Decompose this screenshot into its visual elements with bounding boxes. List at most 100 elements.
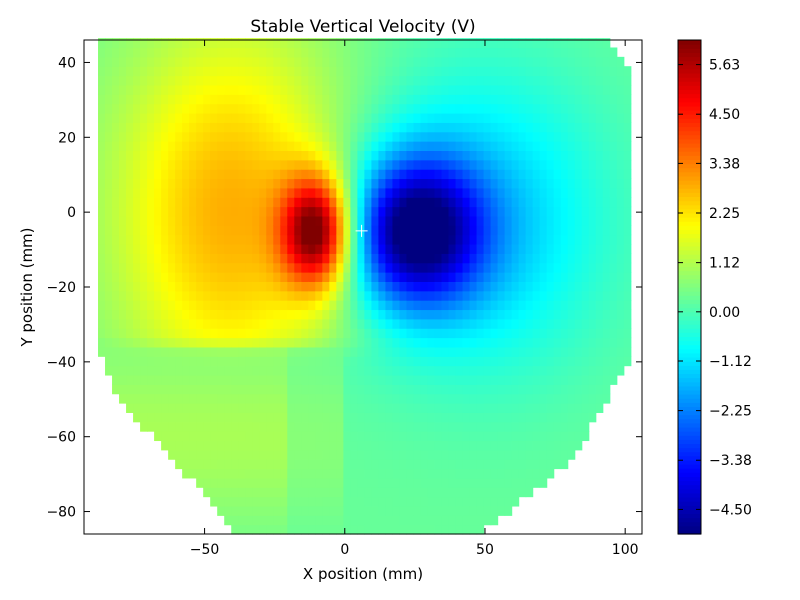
heatmap-cell — [287, 356, 295, 367]
heatmap-cell — [294, 328, 302, 339]
heatmap-cell — [539, 103, 548, 114]
colorbar-segment — [678, 418, 701, 424]
heatmap-cell — [294, 47, 302, 58]
heatmap-cell — [392, 374, 401, 385]
heatmap-cell — [105, 328, 113, 339]
heatmap-cell — [231, 459, 239, 470]
heatmap-cell — [581, 337, 590, 348]
heatmap-cell — [518, 234, 527, 245]
heatmap-cell — [175, 197, 183, 208]
colorbar: 5.634.503.382.251.120.00−1.12−2.25−3.38−… — [677, 39, 752, 535]
heatmap-cell — [525, 94, 534, 105]
heatmap-cell — [280, 169, 288, 180]
heatmap-cell — [420, 38, 429, 49]
heatmap-cell — [336, 290, 344, 301]
heatmap-cell — [280, 468, 288, 479]
heatmap-cell — [511, 56, 520, 67]
heatmap-cell — [168, 300, 176, 311]
heatmap-cell — [287, 38, 295, 49]
heatmap-cell — [490, 112, 499, 123]
heatmap-cell — [413, 103, 422, 114]
heatmap-cell — [399, 178, 408, 189]
heatmap-cell — [315, 309, 323, 320]
heatmap-cell — [252, 440, 260, 451]
heatmap-cell — [350, 346, 358, 357]
heatmap-cell — [490, 103, 499, 114]
heatmap-cell — [343, 38, 351, 49]
heatmap-cell — [371, 243, 380, 254]
heatmap-cell — [126, 365, 134, 376]
heatmap-cell — [315, 365, 323, 376]
heatmap-cell — [196, 309, 204, 320]
heatmap-cell — [329, 215, 337, 226]
heatmap-cell — [483, 468, 492, 479]
heatmap-cell — [238, 47, 246, 58]
heatmap-cell — [413, 328, 422, 339]
heatmap-cell — [252, 234, 260, 245]
heatmap-cell — [315, 84, 323, 95]
heatmap-cell — [497, 318, 506, 329]
heatmap-cell — [476, 178, 485, 189]
heatmap-cell — [308, 75, 316, 86]
heatmap-cell — [168, 234, 176, 245]
heatmap-cell — [210, 374, 218, 385]
heatmap-cell — [378, 197, 387, 208]
heatmap-cell — [231, 496, 239, 507]
colorbar-segment — [678, 472, 701, 477]
heatmap-cell — [308, 431, 316, 442]
heatmap-cell — [238, 290, 246, 301]
heatmap-cell — [224, 374, 232, 385]
y-tick-label: 40 — [58, 55, 76, 71]
heatmap-cell — [364, 47, 373, 58]
heatmap-cell — [595, 290, 604, 301]
heatmap-cell — [357, 215, 365, 226]
heatmap-cell — [462, 459, 471, 470]
heatmap-cell — [294, 243, 302, 254]
heatmap-cell — [287, 122, 295, 133]
heatmap-cell — [112, 84, 120, 95]
heatmap-cell — [105, 150, 113, 161]
heatmap-cell — [525, 431, 534, 442]
heatmap-cell — [539, 365, 548, 376]
heatmap-cell — [140, 403, 148, 413]
heatmap-cell — [266, 356, 274, 367]
heatmap-cell — [609, 215, 618, 226]
heatmap-cell — [308, 487, 316, 498]
heatmap-cell — [133, 365, 141, 376]
heatmap-cell — [329, 159, 337, 170]
heatmap-cell — [245, 262, 253, 273]
heatmap-cell — [231, 253, 239, 264]
heatmap-cell — [161, 215, 169, 226]
heatmap-cell — [441, 150, 450, 161]
heatmap-cell — [427, 496, 436, 507]
heatmap-cell — [119, 38, 127, 49]
heatmap-cell — [168, 318, 176, 329]
heatmap-cell — [182, 215, 190, 226]
heatmap-cell — [378, 346, 387, 357]
heatmap-cell — [217, 365, 225, 376]
heatmap-cell — [182, 440, 190, 451]
heatmap-cell — [392, 477, 401, 488]
heatmap-cell — [406, 468, 415, 479]
heatmap-cell — [497, 169, 506, 180]
heatmap-cell — [483, 477, 492, 488]
heatmap-cell — [588, 197, 597, 208]
heatmap-cell — [511, 412, 520, 423]
heatmap-cell — [315, 393, 323, 404]
heatmap-cell — [252, 393, 260, 404]
heatmap-cell — [462, 403, 471, 413]
heatmap-cell — [539, 84, 548, 95]
heatmap-cell — [343, 206, 351, 217]
heatmap-cell — [427, 206, 436, 217]
heatmap-cell — [469, 243, 478, 254]
heatmap-cell — [539, 215, 548, 226]
heatmap-cell — [399, 300, 408, 311]
heatmap-cell — [378, 75, 387, 86]
heatmap-cell — [616, 122, 625, 133]
heatmap-cell — [273, 225, 281, 236]
heatmap-cell — [231, 112, 239, 123]
heatmap-cell — [217, 468, 225, 479]
heatmap-cell — [476, 300, 485, 311]
heatmap-cell — [98, 103, 106, 114]
heatmap-cell — [595, 309, 604, 320]
